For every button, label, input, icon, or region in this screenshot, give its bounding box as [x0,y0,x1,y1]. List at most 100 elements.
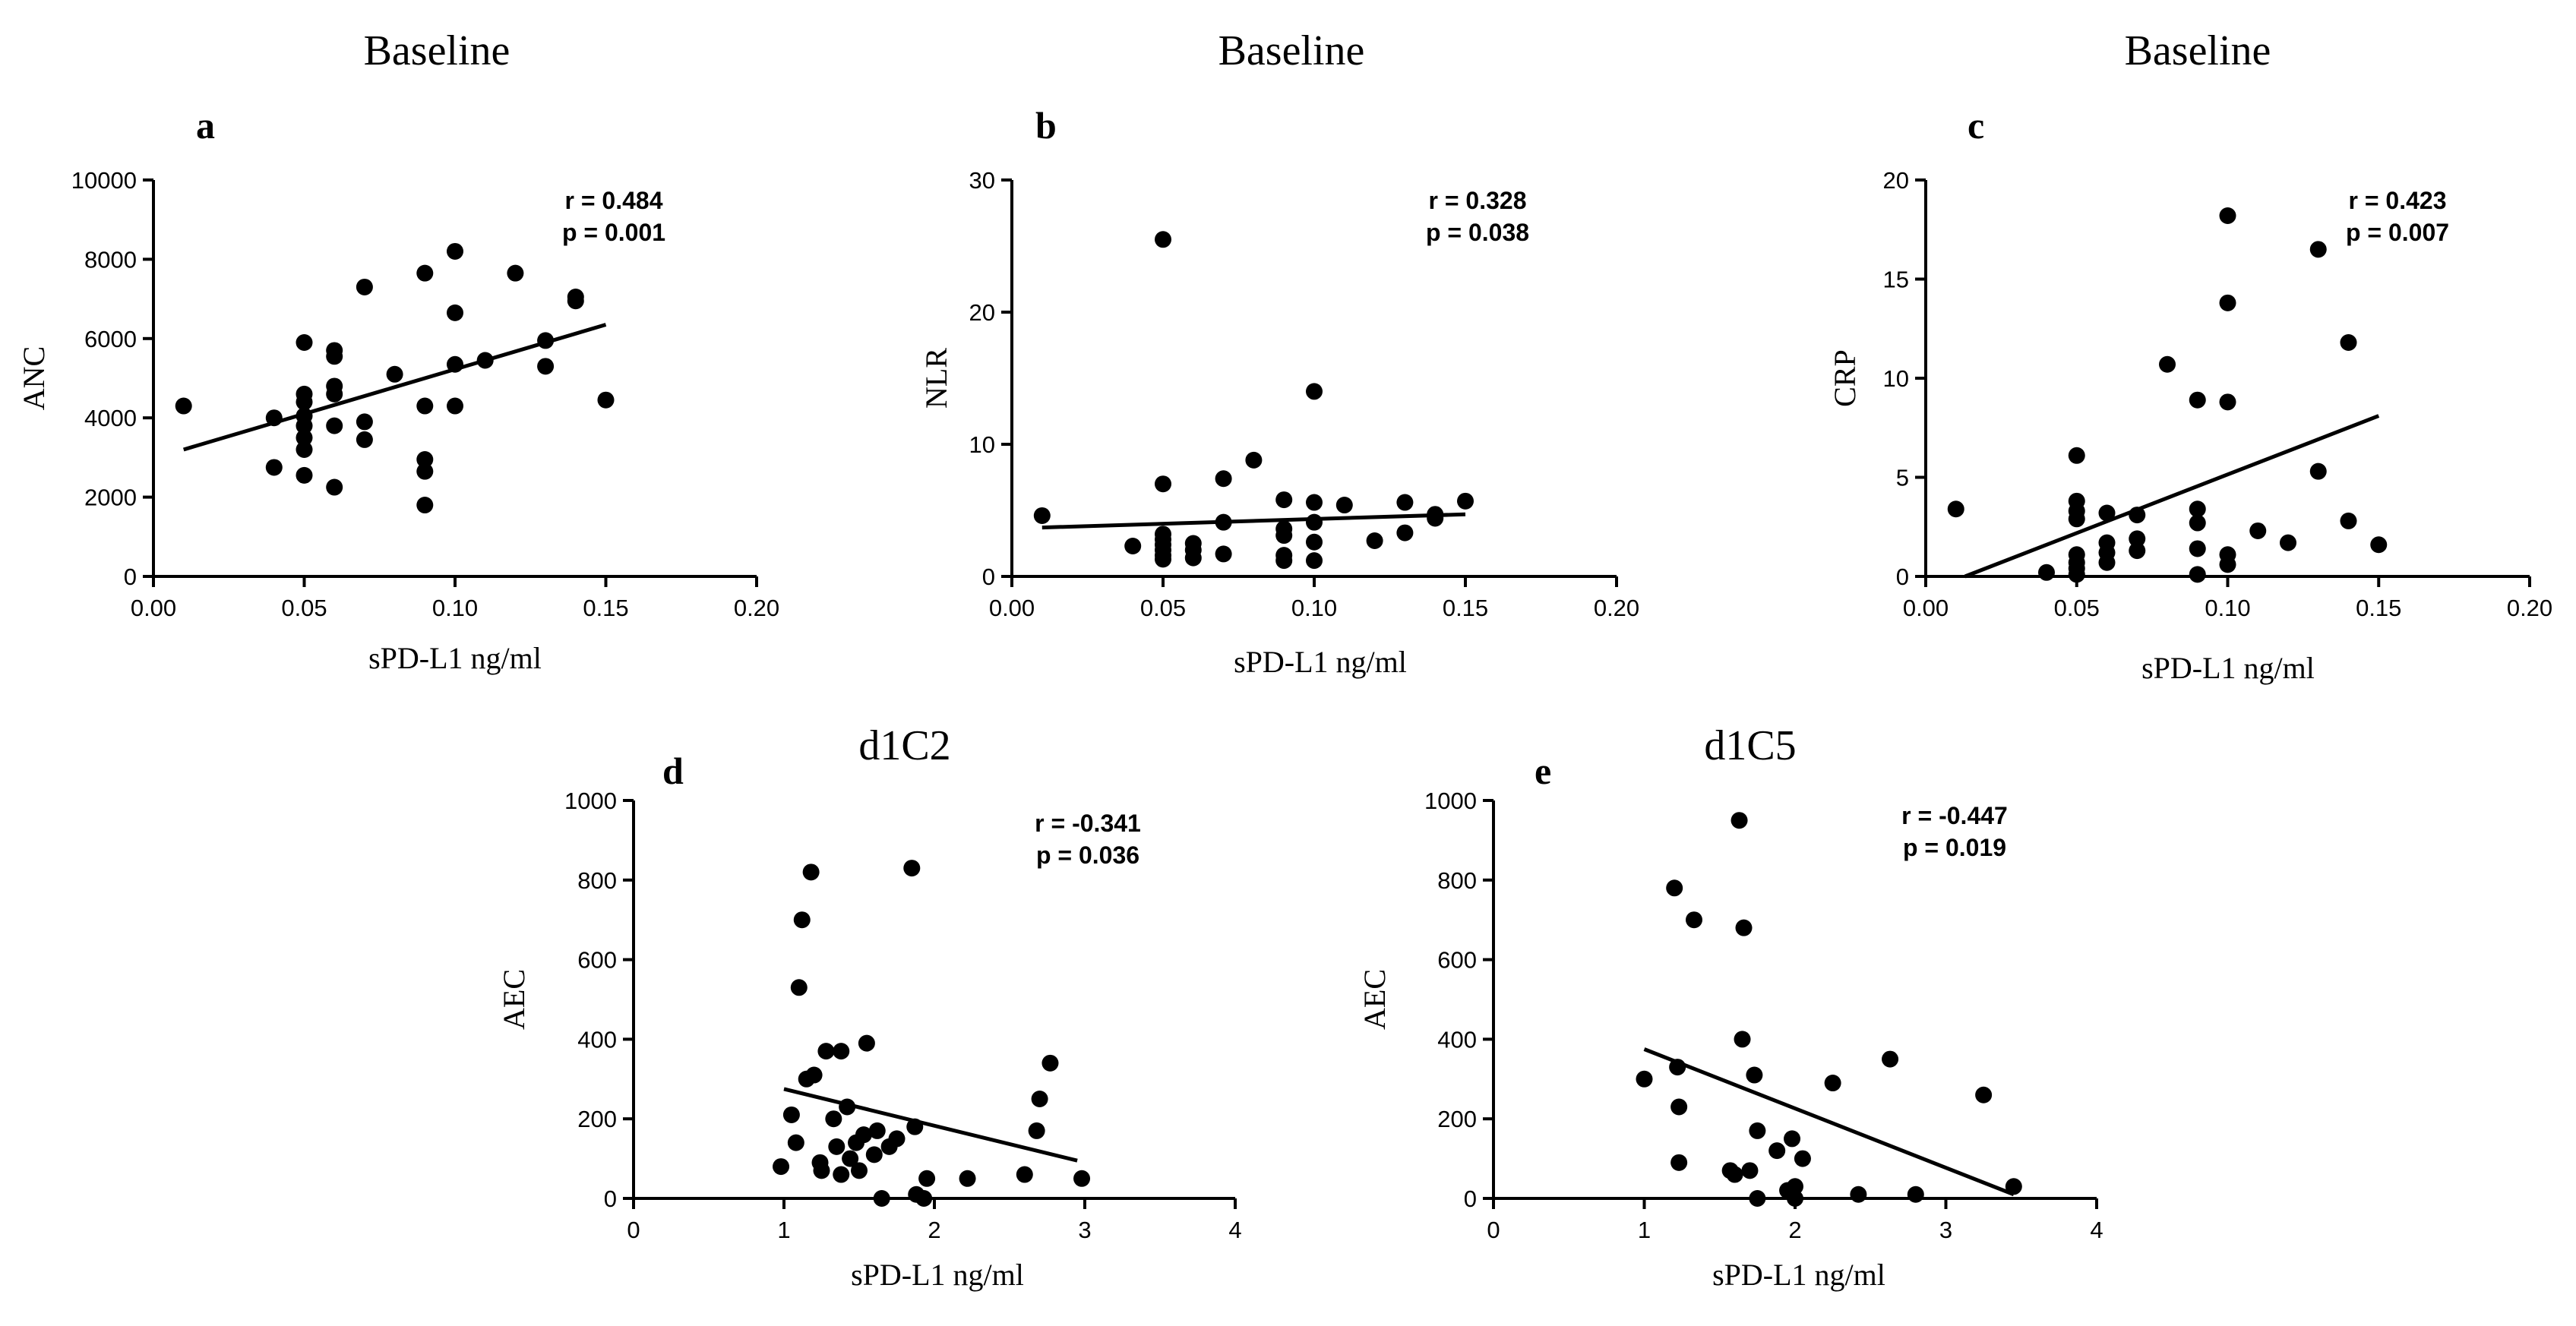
panel-d-data-point [842,1150,859,1167]
panel-b-data-point [1215,545,1232,563]
panel-a-letter: a [196,104,215,147]
panel-e-y-tick-label: 600 [1437,947,1477,974]
panel-b-data-point [1215,513,1232,531]
panel-c-y-tick-label: 5 [1896,465,1909,491]
panel-b-data-point [1306,513,1323,531]
panel-b-data-point [1306,533,1323,551]
panel-a-data-point [175,397,192,415]
panel-e-data-point [1794,1150,1811,1167]
panel-d-data-point [915,1190,933,1207]
panel-c-y-tick-label: 0 [1896,564,1909,590]
panel-d-y-axis-label: AEC [497,969,531,1030]
panel-a-data-point [386,365,403,383]
panel-b-y-axis-label: NLR [919,348,953,409]
panel-b-data-point [1306,494,1323,511]
panel-d-data-point [1041,1054,1059,1072]
panel-d-data-point [1028,1122,1045,1139]
panel-a-stat-p: p = 0.001 [562,219,665,246]
panel-c-x-axis-label: sPD-L1 ng/ml [2141,651,2315,685]
panel-c-y-tick-label: 10 [1883,365,1909,392]
panel-c-stat-p: p = 0.007 [2346,219,2449,246]
panel-c-data-point [2068,510,2085,528]
panel-a-y-tick-label: 10000 [71,167,137,194]
panel-b-data-point [1275,491,1293,509]
panel-c-x-tick-label: 0.20 [2507,595,2552,621]
panel-d-data-point [828,1138,845,1155]
panel-d-data-point [817,1043,835,1060]
panel-a-y-tick-label: 0 [124,564,137,590]
panel-b-y-tick-label: 10 [969,431,995,458]
panel-e-data-point [1787,1178,1803,1195]
panel-a-data-point [296,393,313,411]
panel-c-data-point [2280,534,2296,551]
panel-a-x-tick-label: 0.00 [131,595,176,621]
panel-d-stat-p: p = 0.036 [1036,841,1139,869]
panel-a-data-point [447,242,463,260]
panel-e-data-point [1749,1122,1766,1139]
panel-c-x-tick-label: 0.00 [1903,595,1949,621]
panel-a-data-point [416,451,434,469]
panel-d-y-tick-label: 800 [577,867,617,894]
panel-a-data-point [416,264,434,282]
panel-c-title: Baseline [2125,27,2271,74]
panel-e-y-tick-label: 800 [1437,867,1477,894]
panel-e-data-point [1975,1086,1993,1103]
panel-d-y-tick-label: 1000 [564,788,617,814]
panel-c-stat-r: r = 0.423 [2349,187,2447,214]
panel-b-data-point [1124,537,1142,554]
panel-b-regression-line [1041,512,1466,530]
panel-d-x-tick-label: 4 [1228,1217,1241,1243]
panel-c-letter: c [1968,104,1984,147]
panel-e-data-point [1670,1098,1688,1116]
panel-e-data-point [1907,1186,1924,1203]
panel-e-regression-line [1643,1047,2015,1197]
panel-e-title: d1C5 [1704,722,1796,769]
panel-c-x-tick-label: 0.15 [2356,595,2401,621]
panel-a-x-tick-label: 0.10 [432,595,478,621]
panel-b-data-point [1396,494,1414,511]
panel-e-data-point [1666,879,1683,897]
panel-e-x-tick-label: 1 [1638,1217,1651,1243]
panel-e-y-tick-label: 400 [1437,1026,1477,1053]
panel-b-data-point [1155,231,1171,248]
panel-a-y-tick-label: 6000 [84,326,137,352]
panel-a-data-point [296,417,313,434]
panel-c-data-point [2309,241,2327,258]
panel-b-data-point [1306,383,1323,400]
panel-a-data-point [567,292,584,310]
panel-d-data-point [825,1110,842,1128]
panel-a-data-point [356,431,373,448]
panel-d-data-point [1031,1091,1048,1107]
panel-d-data-point [1073,1170,1091,1187]
panel-a-y-tick-label: 8000 [84,246,137,273]
panel-d-y-tick-label: 0 [604,1186,617,1212]
panel-c-data-point [2159,355,2176,373]
panel-e-x-tick-label: 4 [2090,1217,2103,1243]
panel-a-data-point [416,397,434,415]
panel-e-x-tick-label: 0 [1487,1217,1500,1243]
panel-d-data-point [787,1134,804,1151]
panel-d-data-point [851,1162,868,1179]
panel-b-x-tick-label: 0.00 [989,595,1035,621]
panel-a-data-point [447,355,463,373]
panel-d-data-point [855,1126,872,1144]
panel-e-data-point [1636,1070,1653,1088]
panel-e-data-point [1669,1059,1686,1076]
panel-c-data-point [2068,447,2085,464]
panel-e-data-point [1670,1154,1688,1171]
panel-e-data-point [1731,812,1748,829]
panel-c-data-point [1947,500,1964,518]
panel-d-x-tick-label: 0 [627,1217,640,1243]
panel-e-data-point [1787,1190,1803,1207]
panel-c-data-point [2129,542,2146,560]
panel-a-title: Baseline [364,27,510,74]
panel-d-data-point [918,1170,936,1187]
panel-a-data-point [296,466,313,484]
panel-a-data-point [326,417,343,434]
panel-b-y-tick-label: 20 [969,299,995,326]
panel-a-data-point [326,385,343,403]
panel-a-x-tick-label: 0.15 [583,595,628,621]
panel-e-data-point [1824,1075,1841,1092]
panel-a-x-axis-label: sPD-L1 ng/ml [368,641,542,675]
panel-e-y-tick-label: 0 [1464,1186,1477,1212]
